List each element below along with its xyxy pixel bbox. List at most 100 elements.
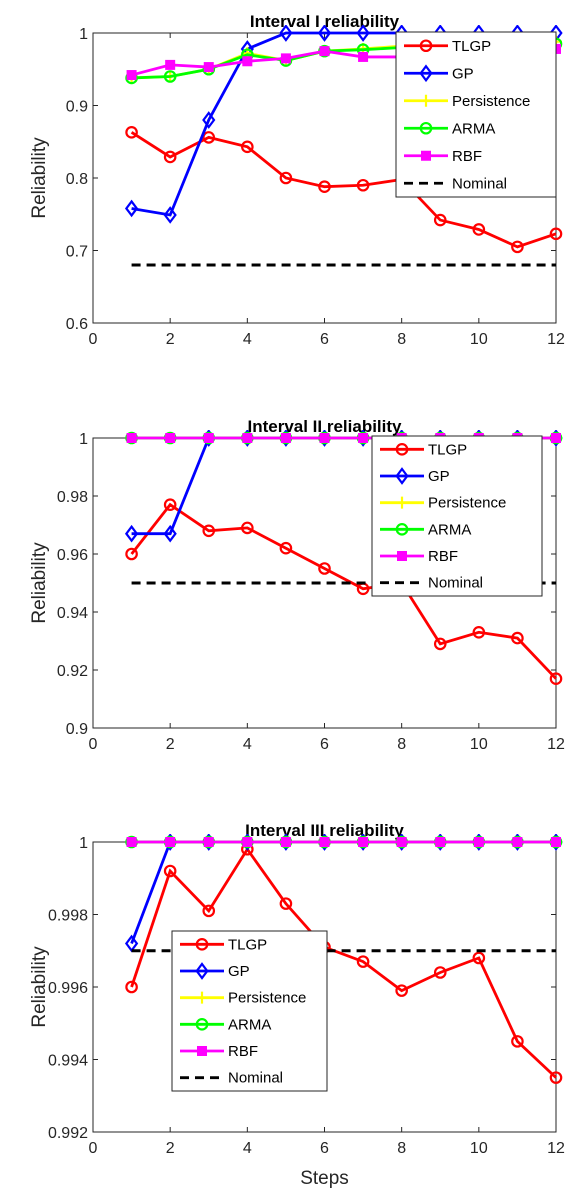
legend-marker-arma-circle-marker (195, 1018, 209, 1031)
data-point-rbf-square-marker (126, 70, 137, 81)
data-point-rbf-square-marker (165, 59, 176, 70)
data-point-tlgp-circle-marker (472, 223, 486, 236)
legend-marker-tlgp-circle-marker (195, 938, 209, 951)
data-point-rbf-square-marker (242, 837, 253, 847)
legend-label-nominal: Nominal (428, 575, 483, 592)
x-tick-label: 2 (166, 331, 175, 348)
y-tick-label: 0.6 (66, 316, 88, 333)
legend-label-gp: GP (228, 963, 250, 980)
y-tick-label: 0.96 (57, 547, 88, 564)
x-tick-label: 4 (243, 736, 252, 753)
data-point-rbf-square-marker (358, 51, 369, 62)
data-point-tlgp-circle-marker (433, 213, 447, 227)
y-tick-label: 0.992 (48, 1125, 88, 1142)
data-point-rbf-square-marker (126, 837, 137, 847)
legend: TLGP GP Persistence ARMA RBF Nominal (371, 435, 543, 597)
x-tick-label: 8 (397, 736, 406, 753)
x-tick-label: 10 (470, 1140, 488, 1157)
data-point-rbf-square-marker (512, 837, 523, 847)
series-rbf (126, 837, 561, 847)
legend-box (371, 435, 543, 597)
x-tick-label: 0 (89, 331, 98, 348)
data-point-tlgp-circle-marker (549, 1071, 563, 1084)
data-point-rbf-square-marker (358, 433, 369, 443)
x-tick-label: 4 (243, 1140, 252, 1157)
data-point-tlgp-circle-marker (356, 955, 370, 968)
data-point-tlgp-circle-marker (125, 547, 138, 561)
data-point-tlgp-circle-marker (356, 178, 370, 192)
series-line-tlgp (130, 846, 557, 1079)
data-point-tlgp-circle-marker (279, 171, 293, 185)
legend-label-tlgp: TLGP (228, 936, 267, 953)
data-point-tlgp-circle-marker (202, 904, 216, 918)
legend-marker-gp-diamond-marker (395, 467, 409, 485)
chart-panel-2: 0 2 4 6 8 10 12 0.9 0.92 0.94 0.96 0.98 1 Reliability… (29, 417, 565, 753)
y-tick-label: 1 (79, 26, 88, 43)
y-tick-label: 0.92 (57, 663, 88, 680)
legend-label-tlgp: TLGP (428, 441, 467, 458)
data-point-tlgp-circle-marker (511, 631, 524, 645)
data-point-gp-diamond-marker (317, 25, 332, 42)
data-point-tlgp-circle-marker (202, 524, 216, 538)
data-point-tlgp-circle-marker (433, 966, 447, 979)
data-point-rbf-square-marker (126, 433, 137, 443)
legend-marker-persistence-plus-marker (396, 496, 408, 509)
x-tick-label: 0 (89, 1140, 98, 1157)
data-point-tlgp-circle-marker (433, 637, 447, 651)
legend: TLGP GP Persistence ARMA RBF Nominal (395, 31, 557, 198)
x-tick-label: 2 (166, 736, 175, 753)
y-tick-label: 0.94 (57, 605, 88, 622)
data-point-tlgp-circle-marker (511, 240, 524, 254)
legend-box (171, 930, 328, 1092)
data-point-gp-diamond-marker (163, 206, 177, 224)
x-tick-label: 4 (243, 331, 252, 348)
data-point-rbf-square-marker (203, 433, 214, 443)
legend-marker-rbf-square-marker (197, 1046, 207, 1056)
data-point-tlgp-circle-marker (241, 140, 254, 154)
legend-marker-rbf-square-marker (397, 551, 407, 561)
legend-label-arma: ARMA (228, 1016, 271, 1033)
data-point-rbf-square-marker (358, 837, 369, 847)
data-point-rbf-square-marker (280, 53, 291, 64)
legend-marker-persistence-plus-marker (420, 94, 432, 107)
y-axis-label: Reliability (29, 946, 50, 1028)
data-point-rbf-square-marker (242, 433, 253, 443)
legend-marker-arma-circle-marker (419, 121, 433, 135)
chart-panel-1: 0 2 4 6 8 10 120.60.70.80.91ReliabilityInterva… (29, 12, 565, 348)
legend-marker-tlgp-circle-marker (419, 39, 433, 53)
y-tick-label: 0.9 (66, 721, 88, 738)
legend-marker-gp-diamond-marker (419, 64, 433, 83)
x-tick-label: 12 (547, 736, 565, 753)
legend-label-arma: ARMA (452, 120, 495, 137)
legend-label-nominal: Nominal (228, 1070, 283, 1087)
data-point-rbf-square-marker (319, 433, 330, 443)
data-point-tlgp-circle-marker (472, 951, 486, 965)
data-point-tlgp-circle-marker (395, 984, 408, 997)
y-tick-label: 1 (79, 431, 88, 448)
data-point-tlgp-circle-marker (125, 980, 138, 994)
data-point-rbf-square-marker (203, 62, 214, 73)
y-tick-label: 0.994 (48, 1053, 88, 1070)
legend-marker-gp-diamond-marker (195, 962, 209, 980)
data-point-tlgp-circle-marker (549, 672, 563, 685)
data-point-rbf-square-marker (551, 837, 561, 847)
data-point-gp-diamond-marker (279, 25, 293, 42)
x-tick-label: 12 (547, 1140, 565, 1157)
data-point-rbf-square-marker (165, 433, 176, 443)
legend-label-rbf: RBF (452, 148, 482, 165)
legend-label-rbf: RBF (228, 1043, 258, 1060)
y-tick-label: 0.98 (57, 489, 88, 506)
y-tick-label: 0.9 (66, 99, 88, 116)
legend-label-nominal: Nominal (452, 175, 507, 192)
legend-box (395, 31, 557, 198)
legend-label-gp: GP (428, 468, 450, 485)
legend-marker-arma-circle-marker (395, 523, 409, 536)
data-point-gp-diamond-marker (356, 25, 370, 42)
x-tick-label: 10 (470, 331, 488, 348)
legend-label-persistence: Persistence (428, 495, 506, 512)
data-point-tlgp-circle-marker (202, 131, 216, 144)
data-point-tlgp-circle-marker (279, 541, 293, 555)
data-point-tlgp-circle-marker (163, 150, 177, 164)
data-point-tlgp-circle-marker (318, 180, 331, 193)
